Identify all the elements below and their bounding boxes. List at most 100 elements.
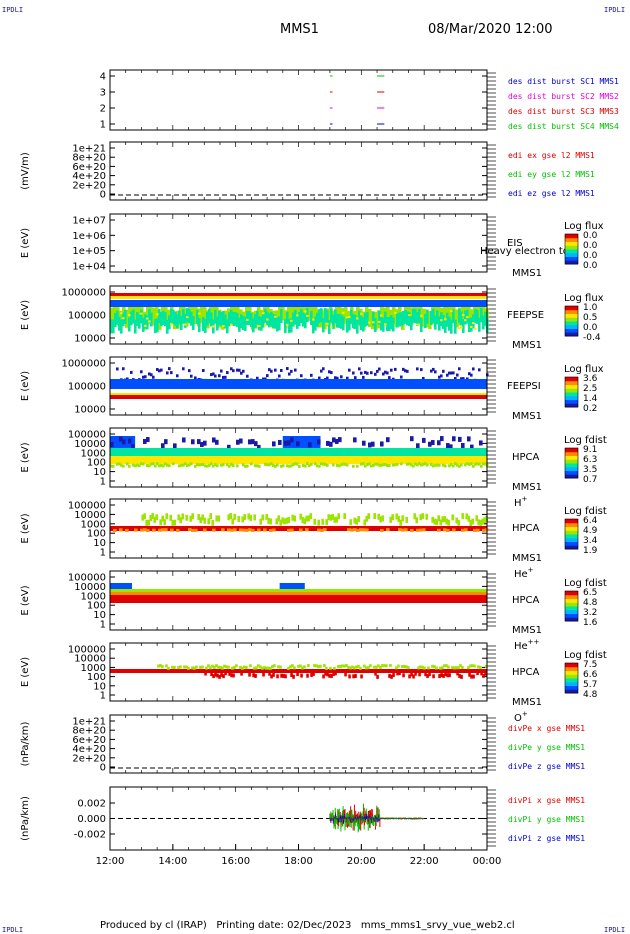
feepse-specks bbox=[120, 310, 477, 330]
panel-9-xticks bbox=[109, 643, 488, 701]
panel-7-ylabel: E (eV) bbox=[20, 513, 31, 543]
panel-2-ytick-label: 8e+20 bbox=[72, 153, 106, 164]
panel-9-instrument-label: HPCA bbox=[512, 667, 540, 678]
panel-10-legend-3: divPe z gse MMS1 bbox=[508, 762, 585, 771]
feepse-bg-cyan bbox=[110, 308, 489, 334]
panel-6-ytick-label: 10 bbox=[93, 467, 106, 478]
panel-4-colorbar-tick: 0.5 bbox=[583, 313, 597, 323]
panel-8-colorbar bbox=[565, 591, 578, 622]
hpca-h-lower-specks bbox=[110, 462, 489, 468]
panel-5-ytick-label: 100000 bbox=[68, 382, 106, 393]
feepse-red-line bbox=[110, 293, 487, 296]
panel-8-colorbar-tick: 1.6 bbox=[583, 618, 598, 628]
panel-7-colorbar-tick: 1.9 bbox=[583, 546, 598, 556]
panel-4-colorbar-tick: 1.0 bbox=[583, 303, 598, 313]
panel-3-ytick-label: 1e+05 bbox=[72, 246, 106, 257]
panel-8-instrument-label: HPCA bbox=[512, 595, 540, 606]
panel-8-ytick-label: 1 bbox=[100, 620, 106, 631]
panel-1-legend-1: des dist burst SC1 MMS1 bbox=[508, 77, 619, 86]
panel-9-colorbar-border bbox=[564, 662, 579, 694]
panel-11-right-tick-comb bbox=[487, 789, 496, 847]
x-tick-label: 12:00 bbox=[96, 856, 125, 867]
panel-9-ytick-label: 100000 bbox=[68, 645, 106, 656]
panel-9-species-label: O+ bbox=[514, 710, 528, 724]
panel-11-ytick-label: 0.000 bbox=[77, 814, 106, 825]
panel-7-ytick-label: 1000 bbox=[81, 519, 106, 530]
panel-2-ytick-label: 4e+20 bbox=[72, 171, 106, 182]
panel-9-ytick-label: 10 bbox=[93, 681, 106, 692]
panel-8-ytick-label: 100 bbox=[87, 601, 106, 612]
panel-7-colorbar bbox=[565, 519, 578, 550]
panel-11-legend-1: divPi x gse MMS1 bbox=[508, 796, 585, 805]
panel-5-ylabel: E (eV) bbox=[20, 371, 31, 401]
panel-9-ytick-label: 10000 bbox=[74, 654, 106, 665]
x-tick-label: 16:00 bbox=[221, 856, 250, 867]
panel-10-frame bbox=[109, 714, 488, 774]
panel-7-colorbar-title: Log fdist bbox=[564, 506, 607, 517]
panel-5-colorbar-tick: 3.6 bbox=[583, 374, 598, 384]
panel-2-ylabel: (mV/m) bbox=[20, 152, 31, 190]
hpca-he2-red-band bbox=[110, 595, 487, 603]
panel-9-colorbar-tick: 4.8 bbox=[583, 690, 598, 700]
panel-6-colorbar-tick: 9.1 bbox=[583, 445, 597, 455]
panel-9-colorbar-tick: 6.6 bbox=[583, 670, 598, 680]
panel-5-ytick-label: 1000000 bbox=[61, 359, 106, 370]
panel-6-ylabel: E (eV) bbox=[20, 442, 31, 472]
corner-label-bottom-left: IPDLI bbox=[2, 926, 24, 934]
panel-2-ytick-label: 6e+20 bbox=[72, 162, 106, 173]
panel-9-ytick-label: 1000 bbox=[81, 663, 106, 674]
panel-7-ytick-label: 10 bbox=[93, 538, 106, 549]
panel-7-ytick-label: 100000 bbox=[68, 501, 106, 512]
panel-7-instrument-label: HPCA bbox=[512, 523, 540, 534]
panel-6-colorbar-tick: 3.5 bbox=[583, 465, 597, 475]
panel-10-ytick-label: 8e+20 bbox=[72, 726, 106, 737]
panel-1-legend-4: des dist burst SC4 MMS4 bbox=[508, 122, 619, 131]
corner-label-top-left: IPDLI bbox=[2, 6, 24, 14]
panel-7-colorbar-border bbox=[564, 518, 579, 550]
feepsi-red-band bbox=[110, 395, 487, 399]
panel-8-ytick-label: 10 bbox=[93, 610, 106, 621]
panel-2-ytick-label: 0 bbox=[100, 190, 106, 201]
panel-6-species-label: H+ bbox=[514, 495, 528, 509]
panel-4-ytick-label: 10000 bbox=[74, 334, 106, 345]
panel-9-spacecraft-label: MMS1 bbox=[512, 697, 542, 708]
hpca-he2-blue-block-2 bbox=[279, 583, 305, 591]
panel-8-xticks bbox=[109, 571, 488, 630]
x-tick-label: 22:00 bbox=[410, 856, 439, 867]
panel-6-right-tick-comb bbox=[487, 430, 496, 484]
panel-7-right-tick-comb bbox=[487, 501, 496, 555]
panel-4-colorbar-title: Log flux bbox=[564, 293, 604, 304]
panel-2-legend-2: edi ey gse l2 MMS1 bbox=[508, 170, 595, 179]
panel-4-colorbar-tick: -0.4 bbox=[583, 333, 601, 343]
panel-8-colorbar-border bbox=[564, 590, 579, 622]
panel-8-ytick-label: 10000 bbox=[74, 582, 106, 593]
panel-6-ytick-label: 1 bbox=[100, 477, 106, 488]
x-tick-label: 20:00 bbox=[347, 856, 376, 867]
panel-7-xticks bbox=[109, 499, 488, 558]
panel-5-spacecraft-label: MMS1 bbox=[512, 411, 542, 422]
panel-11-xticks bbox=[109, 787, 488, 850]
panel-4-spacecraft-label: MMS1 bbox=[512, 340, 542, 351]
panel-10-ytick-label: 4e+20 bbox=[72, 744, 106, 755]
panel-7-ytick-label: 10000 bbox=[74, 510, 106, 521]
feepse-yellow-line bbox=[110, 296, 487, 299]
panel-2-frame bbox=[109, 141, 488, 201]
hpca-o-green-specks bbox=[157, 664, 488, 670]
hpca-h-green-band bbox=[110, 448, 487, 456]
panel-6-xticks bbox=[109, 428, 488, 487]
panel-7-species-label: He+ bbox=[514, 566, 534, 580]
hpca-he2-orange-line bbox=[110, 592, 487, 596]
panel-2-ytick-label: 2e+20 bbox=[72, 180, 106, 191]
panel-9-ytick-label: 100 bbox=[87, 672, 106, 683]
panel-9-ylabel: E (eV) bbox=[20, 657, 31, 687]
corner-label-top-right: IPDLI bbox=[604, 6, 626, 14]
hpca-o-red-specks bbox=[204, 671, 487, 679]
panel-8-colorbar-title: Log fdist bbox=[564, 578, 607, 589]
panel-5-colorbar bbox=[565, 377, 578, 408]
panel-4-colorbar-tick: 0.0 bbox=[583, 323, 598, 333]
panel-5-colorbar-border bbox=[564, 376, 579, 408]
x-tick-label: 14:00 bbox=[158, 856, 187, 867]
panel-6-colorbar-tick: 0.7 bbox=[583, 475, 597, 485]
panel-9-right-tick-comb bbox=[487, 645, 496, 699]
